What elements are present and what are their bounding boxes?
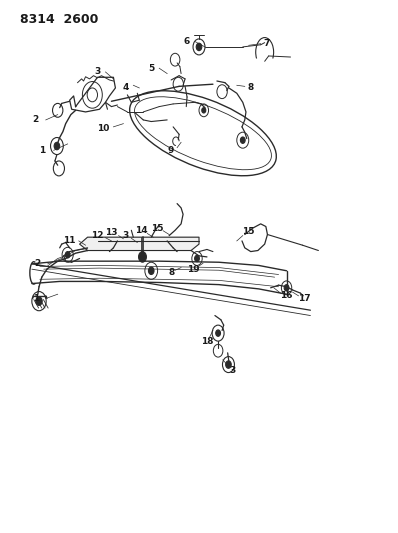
Circle shape	[54, 142, 60, 150]
Circle shape	[195, 255, 199, 262]
Text: 12: 12	[91, 231, 104, 240]
Circle shape	[226, 361, 231, 368]
Text: 18: 18	[201, 337, 213, 345]
Text: 8: 8	[168, 269, 174, 277]
Circle shape	[65, 252, 70, 258]
Text: 17: 17	[298, 294, 311, 303]
Text: 15: 15	[151, 224, 164, 232]
Text: 19: 19	[187, 265, 199, 273]
Text: 11: 11	[63, 237, 76, 245]
Text: 10: 10	[97, 125, 110, 133]
Circle shape	[139, 252, 146, 262]
Text: 16: 16	[280, 292, 293, 300]
Text: 15: 15	[242, 228, 255, 236]
Circle shape	[202, 108, 206, 113]
Text: 8314  2600: 8314 2600	[20, 13, 98, 26]
Text: 2: 2	[35, 260, 41, 268]
Circle shape	[148, 267, 154, 274]
Text: 7: 7	[263, 39, 270, 48]
Circle shape	[284, 285, 289, 291]
Text: 1: 1	[33, 294, 39, 303]
Text: 14: 14	[135, 227, 148, 235]
Circle shape	[240, 137, 245, 143]
Polygon shape	[80, 237, 199, 251]
Text: 6: 6	[184, 37, 190, 46]
Text: 5: 5	[148, 64, 154, 72]
Text: 1: 1	[39, 146, 45, 155]
Circle shape	[36, 297, 42, 305]
Text: 13: 13	[105, 229, 118, 237]
Text: 9: 9	[168, 146, 174, 155]
Text: 3: 3	[94, 68, 101, 76]
Circle shape	[216, 330, 220, 336]
Text: 8: 8	[248, 84, 254, 92]
Text: 3: 3	[230, 366, 236, 375]
Circle shape	[196, 43, 202, 51]
Text: 2: 2	[33, 116, 39, 124]
Text: 3: 3	[122, 231, 129, 240]
Text: 4: 4	[122, 84, 129, 92]
